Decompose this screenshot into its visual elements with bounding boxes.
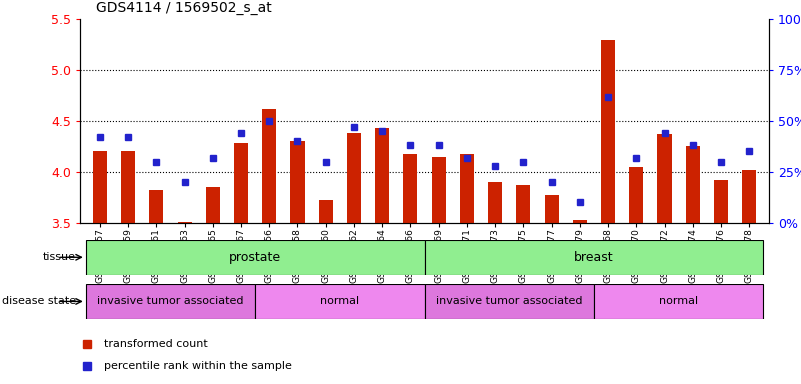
Text: normal: normal [659, 296, 698, 306]
Bar [291, 141, 304, 223]
Bar [573, 220, 587, 223]
Bar [686, 146, 700, 223]
Bar [347, 133, 361, 223]
Bar [425, 284, 594, 319]
Text: breast: breast [574, 251, 614, 264]
Bar [121, 152, 135, 223]
Bar [206, 187, 219, 223]
Bar [375, 128, 389, 223]
Bar [262, 109, 276, 223]
Text: normal: normal [320, 296, 360, 306]
Bar [601, 40, 615, 223]
Text: GDS4114 / 1569502_s_at: GDS4114 / 1569502_s_at [96, 2, 272, 15]
Text: tissue: tissue [43, 252, 76, 262]
Text: disease state: disease state [2, 296, 76, 306]
Bar [743, 170, 756, 223]
Bar [545, 195, 558, 223]
Bar [149, 190, 163, 223]
Bar [630, 167, 643, 223]
Bar [319, 200, 332, 223]
Text: percentile rank within the sample: percentile rank within the sample [104, 361, 292, 371]
Bar [93, 152, 107, 223]
Bar [460, 154, 474, 223]
Bar [658, 134, 671, 223]
Bar [86, 284, 256, 319]
Bar [714, 180, 728, 223]
Bar [404, 154, 417, 223]
Bar [488, 182, 502, 223]
Text: invasive tumor associated: invasive tumor associated [436, 296, 582, 306]
Text: invasive tumor associated: invasive tumor associated [97, 296, 244, 306]
Bar [234, 143, 248, 223]
Text: transformed count: transformed count [104, 339, 208, 349]
Bar [86, 240, 425, 275]
Bar [432, 157, 445, 223]
Bar [178, 222, 191, 223]
Bar [594, 284, 763, 319]
Bar [425, 240, 763, 275]
Bar [517, 185, 530, 223]
Text: prostate: prostate [229, 251, 281, 264]
Bar [256, 284, 425, 319]
